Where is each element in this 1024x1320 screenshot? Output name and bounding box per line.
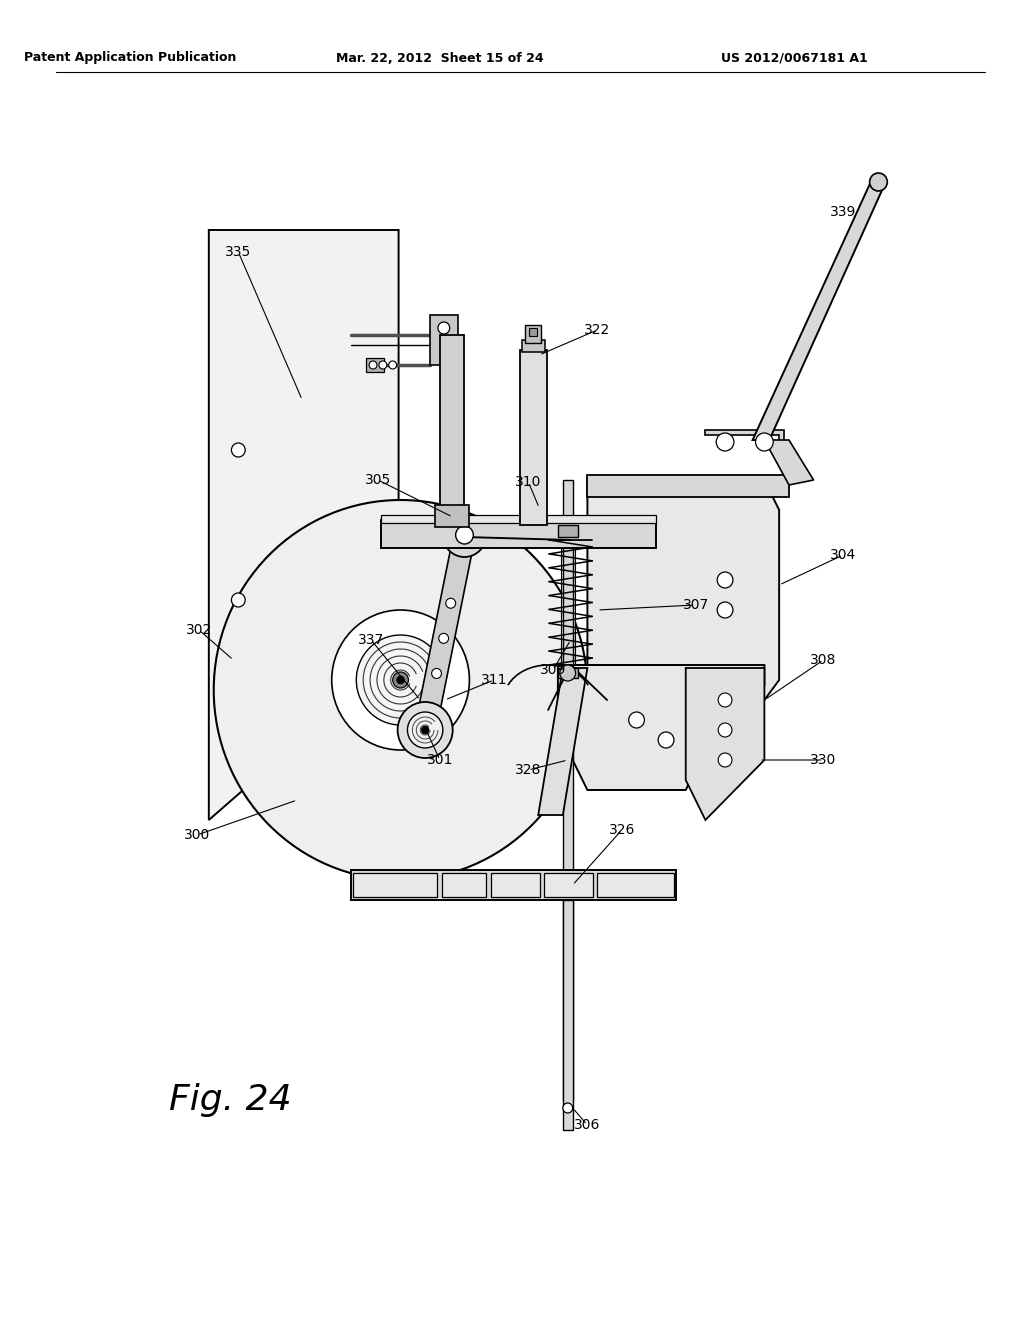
Bar bbox=[529, 327, 538, 337]
Circle shape bbox=[389, 360, 396, 370]
Circle shape bbox=[397, 702, 453, 758]
Polygon shape bbox=[415, 533, 475, 733]
Circle shape bbox=[563, 1104, 572, 1113]
Circle shape bbox=[432, 668, 441, 678]
Circle shape bbox=[717, 602, 733, 618]
Text: 328: 328 bbox=[515, 763, 542, 777]
Bar bbox=[588, 475, 788, 498]
Text: 311: 311 bbox=[480, 673, 507, 686]
Text: 304: 304 bbox=[829, 548, 856, 562]
Text: 302: 302 bbox=[185, 623, 212, 638]
Circle shape bbox=[756, 433, 773, 451]
Bar bbox=[367, 358, 384, 372]
Circle shape bbox=[560, 665, 575, 681]
Text: 322: 322 bbox=[584, 323, 610, 337]
Bar bbox=[435, 506, 469, 527]
Bar bbox=[381, 520, 656, 548]
Polygon shape bbox=[686, 668, 764, 820]
Circle shape bbox=[717, 572, 733, 587]
Bar bbox=[561, 531, 574, 675]
Text: 309: 309 bbox=[540, 663, 566, 677]
Circle shape bbox=[231, 593, 245, 607]
Circle shape bbox=[421, 726, 429, 734]
Polygon shape bbox=[539, 668, 588, 814]
Bar bbox=[442, 873, 486, 898]
Bar bbox=[440, 335, 465, 520]
Text: Fig. 24: Fig. 24 bbox=[170, 1082, 292, 1117]
Circle shape bbox=[697, 722, 714, 738]
Circle shape bbox=[716, 433, 734, 451]
Text: US 2012/0067181 A1: US 2012/0067181 A1 bbox=[721, 51, 867, 65]
Text: 326: 326 bbox=[608, 822, 635, 837]
Circle shape bbox=[214, 500, 588, 880]
Text: 305: 305 bbox=[365, 473, 391, 487]
Bar bbox=[544, 873, 593, 898]
Bar bbox=[558, 668, 578, 678]
Text: Patent Application Publication: Patent Application Publication bbox=[24, 51, 237, 65]
Bar bbox=[381, 515, 656, 523]
Bar bbox=[563, 480, 572, 1100]
Bar bbox=[492, 873, 541, 898]
Circle shape bbox=[231, 444, 245, 457]
Bar bbox=[597, 873, 674, 898]
Text: 300: 300 bbox=[184, 828, 210, 842]
Text: 306: 306 bbox=[574, 1118, 601, 1133]
Text: 339: 339 bbox=[829, 205, 856, 219]
Circle shape bbox=[629, 711, 644, 729]
Circle shape bbox=[369, 360, 377, 370]
Polygon shape bbox=[764, 440, 813, 484]
Circle shape bbox=[408, 711, 442, 748]
Bar bbox=[521, 341, 545, 352]
Circle shape bbox=[718, 693, 732, 708]
Circle shape bbox=[442, 513, 486, 557]
Bar bbox=[430, 315, 458, 366]
Circle shape bbox=[445, 598, 456, 609]
Circle shape bbox=[869, 173, 888, 191]
Circle shape bbox=[718, 723, 732, 737]
Text: 307: 307 bbox=[682, 598, 709, 612]
Text: 330: 330 bbox=[810, 752, 837, 767]
Bar bbox=[525, 325, 541, 343]
Text: 308: 308 bbox=[810, 653, 837, 667]
Text: 301: 301 bbox=[427, 752, 453, 767]
Bar bbox=[519, 350, 547, 525]
Polygon shape bbox=[706, 430, 784, 455]
Polygon shape bbox=[753, 178, 885, 440]
Bar bbox=[563, 900, 572, 1130]
Bar bbox=[351, 870, 676, 900]
Polygon shape bbox=[209, 230, 398, 820]
Text: 337: 337 bbox=[358, 634, 384, 647]
Circle shape bbox=[658, 733, 674, 748]
Circle shape bbox=[392, 672, 409, 688]
Text: Mar. 22, 2012  Sheet 15 of 24: Mar. 22, 2012 Sheet 15 of 24 bbox=[336, 51, 544, 65]
Bar bbox=[558, 525, 578, 537]
Circle shape bbox=[356, 635, 444, 725]
Circle shape bbox=[718, 752, 732, 767]
Circle shape bbox=[438, 322, 450, 334]
Circle shape bbox=[332, 610, 469, 750]
Bar bbox=[353, 873, 437, 898]
Polygon shape bbox=[558, 665, 764, 789]
Circle shape bbox=[456, 525, 473, 544]
Text: 310: 310 bbox=[515, 475, 542, 488]
Text: 335: 335 bbox=[225, 246, 252, 259]
Circle shape bbox=[396, 676, 404, 684]
Circle shape bbox=[379, 360, 387, 370]
Polygon shape bbox=[588, 480, 779, 700]
Circle shape bbox=[438, 634, 449, 643]
